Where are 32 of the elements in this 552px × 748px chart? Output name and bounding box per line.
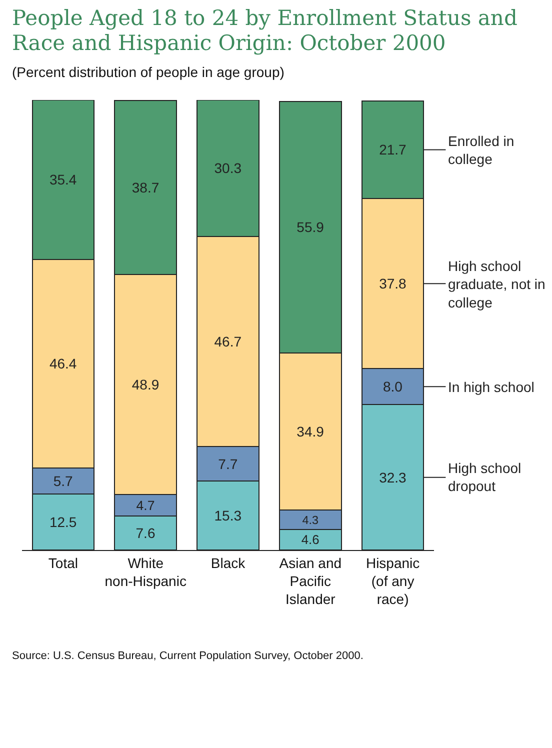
data-label: 21.7 bbox=[379, 142, 407, 158]
data-label: 4.7 bbox=[136, 498, 155, 513]
data-label: 46.4 bbox=[49, 356, 77, 372]
data-label: 4.3 bbox=[302, 514, 318, 527]
data-label: 46.7 bbox=[214, 333, 242, 350]
legend-label: In high school bbox=[448, 379, 534, 395]
data-label: 34.9 bbox=[296, 423, 324, 440]
x-tick-label: Hispanic (of any race) bbox=[366, 554, 420, 608]
legend-label: High school dropout bbox=[448, 460, 522, 494]
x-tick-label: Black bbox=[210, 554, 246, 571]
data-label: 7.6 bbox=[136, 524, 156, 541]
data-label: 38.7 bbox=[132, 180, 160, 196]
x-tick-label: Asian and Pacific Islander bbox=[279, 554, 342, 608]
data-label: 37.8 bbox=[379, 276, 407, 292]
chart-subtitle: (Percent distribution of people in age group) bbox=[12, 64, 286, 80]
x-tick-label: White non-Hispanic bbox=[104, 554, 186, 589]
data-label: 8.0 bbox=[382, 378, 403, 395]
data-label: 7.7 bbox=[218, 456, 238, 472]
data-label: 32.3 bbox=[379, 469, 407, 486]
data-label: 55.9 bbox=[296, 219, 324, 236]
data-label: 5.7 bbox=[53, 472, 74, 489]
legend-label: Enrolled in college bbox=[448, 133, 514, 168]
data-label: 48.9 bbox=[132, 376, 160, 393]
data-label: 30.3 bbox=[214, 160, 242, 176]
source-note: Source: U.S. Census Bureau, Current Population Survey, October 2000. bbox=[11, 650, 364, 662]
data-label: 4.6 bbox=[301, 532, 320, 548]
chart-title: People Aged 18 to 24 by Enrollment Status and Race and Hispanic Origin: October 2000 bbox=[12, 6, 518, 56]
data-label: 15.3 bbox=[214, 508, 242, 524]
data-label: 12.5 bbox=[49, 514, 77, 530]
x-tick-label: Total bbox=[48, 554, 78, 571]
legend-label: High school graduate, not in college bbox=[448, 258, 546, 310]
data-label: 35.4 bbox=[49, 172, 77, 188]
